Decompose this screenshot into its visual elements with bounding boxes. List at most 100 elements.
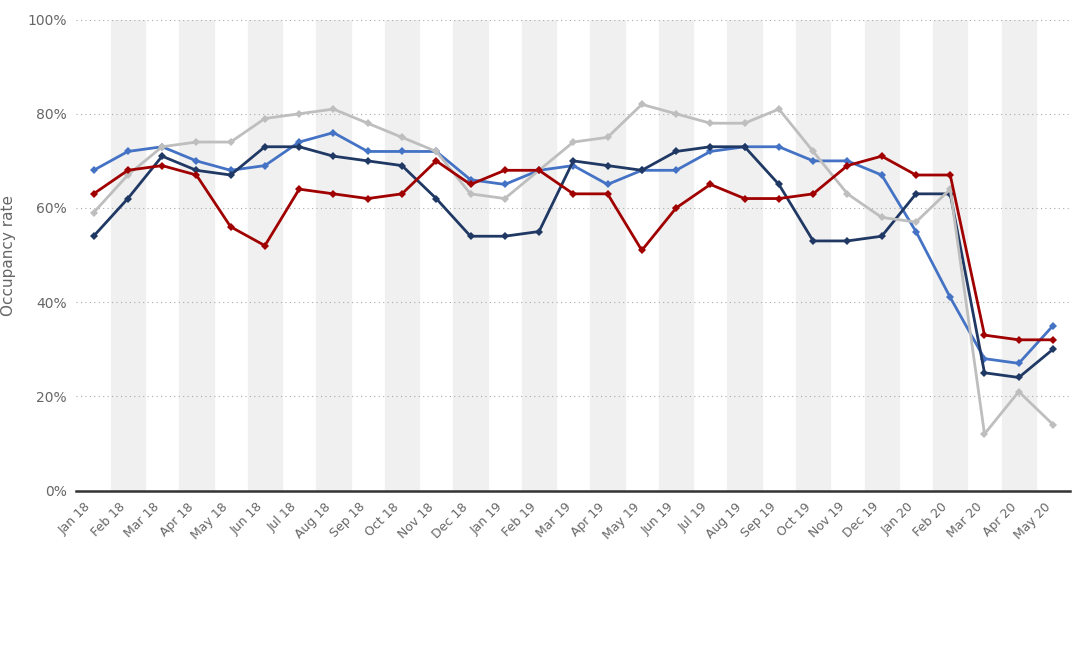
Asia Pacific (429, 148, 442, 156)
Middle East and Africa (224, 223, 237, 231)
Europe (155, 143, 168, 150)
Asia Pacific (224, 166, 237, 174)
Middle East and Africa (738, 195, 751, 203)
Middle East and Africa (807, 190, 820, 198)
Asia Pacific (738, 143, 751, 150)
Americas (429, 195, 442, 203)
Europe (498, 195, 511, 203)
Europe (1046, 421, 1059, 428)
Asia Pacific (395, 148, 408, 156)
Asia Pacific (601, 181, 614, 188)
Middle East and Africa (704, 181, 717, 188)
Asia Pacific (943, 294, 957, 301)
Middle East and Africa (601, 190, 614, 198)
Bar (522, 20, 556, 490)
Middle East and Africa (841, 162, 854, 169)
Americas (464, 232, 477, 240)
Bar (317, 20, 351, 490)
Bar (796, 20, 830, 490)
Line: Americas: Americas (91, 144, 1056, 381)
Middle East and Africa (121, 166, 134, 174)
Asia Pacific (155, 143, 168, 150)
Asia Pacific (464, 176, 477, 184)
Europe (807, 148, 820, 156)
Middle East and Africa (533, 166, 546, 174)
Bar (453, 20, 488, 490)
Bar (110, 20, 145, 490)
Bar (658, 20, 693, 490)
Asia Pacific (259, 162, 272, 169)
Middle East and Africa (361, 195, 375, 203)
Americas (121, 195, 134, 203)
Asia Pacific (978, 354, 992, 362)
Middle East and Africa (669, 204, 682, 212)
Europe (978, 430, 992, 438)
Americas (943, 190, 957, 198)
Europe (190, 138, 203, 146)
Middle East and Africa (259, 242, 272, 250)
Americas (498, 232, 511, 240)
Middle East and Africa (87, 190, 100, 198)
Middle East and Africa (567, 190, 580, 198)
Middle East and Africa (943, 171, 957, 179)
Asia Pacific (567, 162, 580, 169)
Americas (1046, 345, 1059, 353)
Middle East and Africa (293, 185, 306, 193)
Asia Pacific (875, 171, 888, 179)
Bar (727, 20, 762, 490)
Europe (224, 138, 237, 146)
Middle East and Africa (464, 181, 477, 188)
Middle East and Africa (1046, 336, 1059, 344)
Americas (395, 162, 408, 169)
Europe (738, 119, 751, 127)
Asia Pacific (293, 138, 306, 146)
Legend: Asia Pacific, Americas, Europe, Middle East and Africa: Asia Pacific, Americas, Europe, Middle E… (288, 649, 858, 654)
Asia Pacific (533, 166, 546, 174)
Europe (429, 148, 442, 156)
Asia Pacific (807, 157, 820, 165)
Asia Pacific (772, 143, 785, 150)
Line: Europe: Europe (91, 101, 1056, 437)
Middle East and Africa (772, 195, 785, 203)
Europe (910, 218, 923, 226)
Americas (293, 143, 306, 150)
Americas (533, 228, 546, 235)
Asia Pacific (669, 166, 682, 174)
Americas (601, 162, 614, 169)
Bar (384, 20, 419, 490)
Americas (1012, 373, 1025, 381)
Europe (841, 190, 854, 198)
Europe (87, 209, 100, 216)
Asia Pacific (636, 166, 649, 174)
Europe (601, 133, 614, 141)
Middle East and Africa (636, 247, 649, 254)
Asia Pacific (121, 148, 134, 156)
Americas (669, 148, 682, 156)
Asia Pacific (498, 181, 511, 188)
Middle East and Africa (190, 171, 203, 179)
Asia Pacific (327, 129, 340, 137)
Line: Asia Pacific: Asia Pacific (91, 129, 1056, 366)
Americas (875, 232, 888, 240)
Europe (1012, 388, 1025, 396)
Americas (841, 237, 854, 245)
Middle East and Africa (498, 166, 511, 174)
Europe (121, 171, 134, 179)
Bar (933, 20, 968, 490)
Y-axis label: Occupancy rate: Occupancy rate (1, 194, 16, 316)
Europe (772, 105, 785, 113)
Asia Pacific (190, 157, 203, 165)
Americas (807, 237, 820, 245)
Americas (327, 152, 340, 160)
Middle East and Africa (395, 190, 408, 198)
Asia Pacific (87, 166, 100, 174)
Europe (327, 105, 340, 113)
Americas (910, 190, 923, 198)
Bar (248, 20, 282, 490)
Asia Pacific (361, 148, 375, 156)
Bar (1001, 20, 1036, 490)
Americas (704, 143, 717, 150)
Middle East and Africa (429, 157, 442, 165)
Europe (533, 166, 546, 174)
Europe (395, 133, 408, 141)
